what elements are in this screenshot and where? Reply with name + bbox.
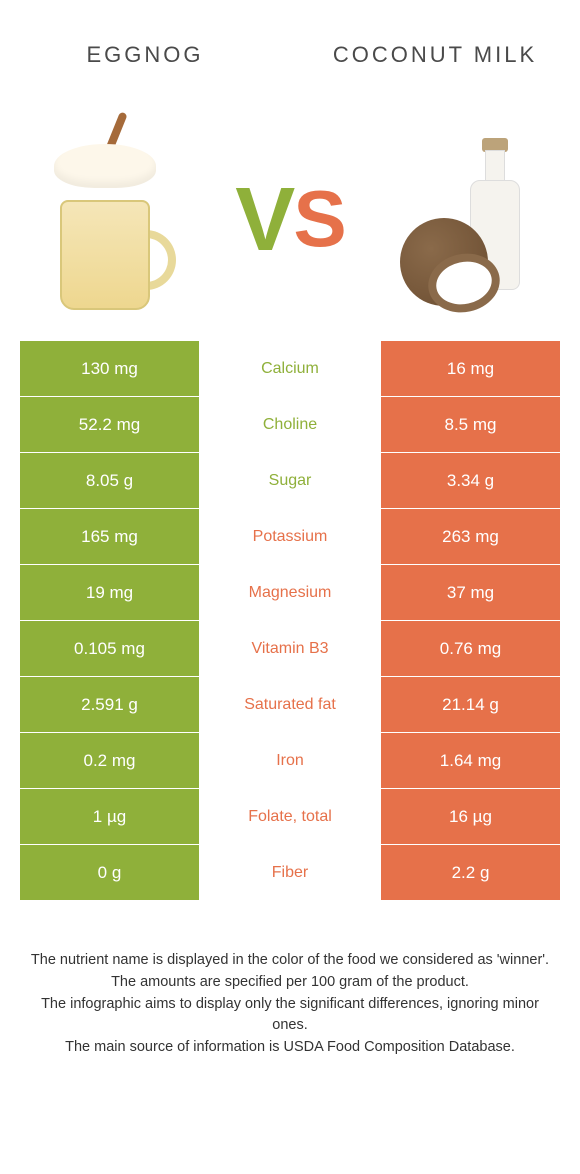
table-row: 52.2 mgCholine8.5 mg [20,396,560,452]
table-row: 8.05 gSugar3.34 g [20,452,560,508]
right-value-cell: 16 mg [380,341,560,396]
footnote-line: The main source of information is USDA F… [30,1037,550,1059]
left-value-cell: 1 µg [20,789,200,844]
nutrient-name-cell: Sugar [200,453,380,508]
left-value-cell: 52.2 mg [20,397,200,452]
table-row: 0.105 mgVitamin B30.76 mg [20,620,560,676]
vs-letter-v: V [235,175,293,265]
right-value-cell: 16 µg [380,789,560,844]
nutrient-name-cell: Folate, total [200,789,380,844]
footnote-line: The amounts are specified per 100 gram o… [30,972,550,994]
right-value-cell: 21.14 g [380,677,560,732]
hero-row: V S [0,110,580,340]
header: Eggnog Coconut milk [0,0,580,110]
nutrient-name-cell: Potassium [200,509,380,564]
table-row: 130 mgCalcium16 mg [20,340,560,396]
right-value-cell: 37 mg [380,565,560,620]
left-value-cell: 165 mg [20,509,200,564]
left-value-cell: 8.05 g [20,453,200,508]
right-value-cell: 263 mg [380,509,560,564]
nutrient-name-cell: Fiber [200,845,380,900]
table-row: 165 mgPotassium263 mg [20,508,560,564]
vs-label: V S [235,175,344,265]
footnote-line: The nutrient name is displayed in the co… [30,950,550,972]
left-value-cell: 19 mg [20,565,200,620]
left-value-cell: 0.2 mg [20,733,200,788]
table-row: 0 gFiber2.2 g [20,844,560,900]
footnote-line: The infographic aims to display only the… [30,994,550,1038]
table-row: 0.2 mgIron1.64 mg [20,732,560,788]
right-food-image [390,130,550,310]
nutrient-name-cell: Vitamin B3 [200,621,380,676]
left-value-cell: 0.105 mg [20,621,200,676]
left-value-cell: 130 mg [20,341,200,396]
left-value-cell: 2.591 g [20,677,200,732]
right-value-cell: 8.5 mg [380,397,560,452]
footnotes: The nutrient name is displayed in the co… [0,900,580,1059]
nutrient-name-cell: Iron [200,733,380,788]
table-row: 2.591 gSaturated fat21.14 g [20,676,560,732]
vs-letter-s: S [293,179,344,259]
nutrient-name-cell: Saturated fat [200,677,380,732]
left-value-cell: 0 g [20,845,200,900]
right-value-cell: 2.2 g [380,845,560,900]
right-value-cell: 1.64 mg [380,733,560,788]
right-value-cell: 0.76 mg [380,621,560,676]
left-food-title: Eggnog [0,42,290,68]
nutrition-table: 130 mgCalcium16 mg52.2 mgCholine8.5 mg8.… [20,340,560,900]
table-row: 1 µgFolate, total16 µg [20,788,560,844]
right-value-cell: 3.34 g [380,453,560,508]
right-food-title: Coconut milk [290,42,580,68]
table-row: 19 mgMagnesium37 mg [20,564,560,620]
nutrient-name-cell: Choline [200,397,380,452]
nutrient-name-cell: Calcium [200,341,380,396]
nutrient-name-cell: Magnesium [200,565,380,620]
left-food-image [30,130,190,310]
